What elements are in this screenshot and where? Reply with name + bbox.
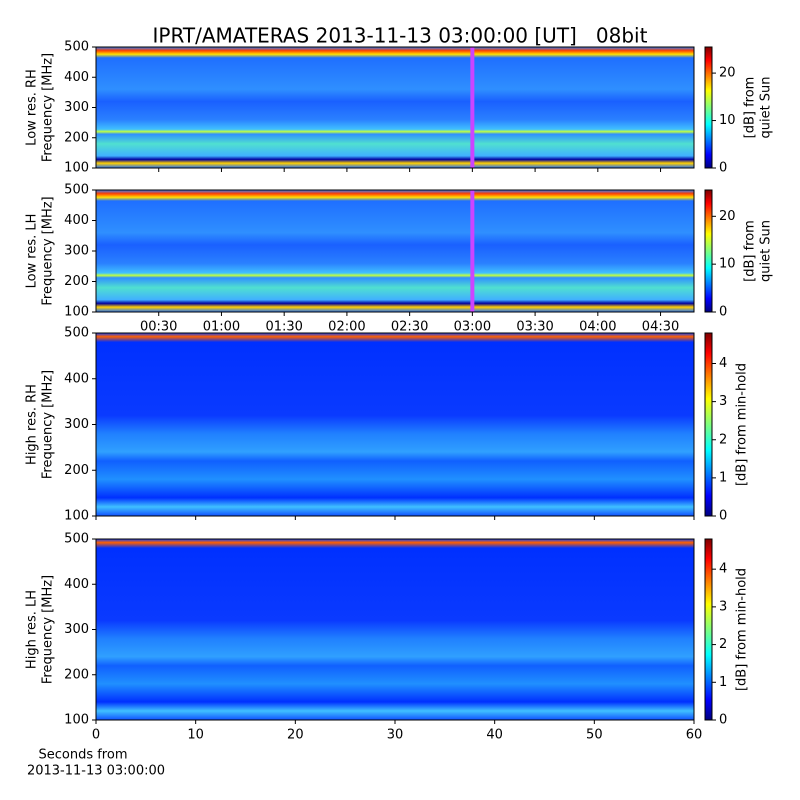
spectrogram-image xyxy=(96,333,694,516)
colorbar-tick-label: 10 xyxy=(719,257,736,272)
colorbar-tick-label: 10 xyxy=(719,113,736,128)
x-tick-label: 04:00 xyxy=(579,320,616,335)
colorbar-tick-label: 0 xyxy=(719,305,727,320)
y-tick-label: 100 xyxy=(64,713,89,728)
colorbar-tick-label: 20 xyxy=(719,209,736,224)
y-tick-label: 200 xyxy=(64,667,89,682)
y-axis-label: Frequency [MHz] xyxy=(41,575,56,684)
x-tick-label: 04:30 xyxy=(642,320,679,335)
x-tick-label: 60 xyxy=(686,728,703,743)
y-tick-label: 400 xyxy=(64,213,89,228)
x-tick-label: 20 xyxy=(287,728,304,743)
colorbar xyxy=(704,189,713,313)
y-tick-label: 400 xyxy=(64,70,89,85)
spectrogram-image xyxy=(96,47,694,168)
spectrogram-image xyxy=(96,539,694,720)
y-tick-label: 300 xyxy=(64,622,89,637)
colorbar-label: [dB] from min-hold xyxy=(735,363,750,486)
colorbar-tick-label: 1 xyxy=(719,675,727,690)
chart-title: IPRT/AMATERAS 2013-11-13 03:00:00 [UT] 0… xyxy=(153,24,648,48)
colorbar xyxy=(704,332,713,517)
x-axis-label: 2013-11-13 03:00:00 xyxy=(27,764,165,779)
x-tick-label: 30 xyxy=(387,728,404,743)
x-tick-label: 03:30 xyxy=(516,320,553,335)
y-tick-label: 200 xyxy=(64,130,89,145)
colorbar-tick-label: 0 xyxy=(719,713,727,728)
spectrogram-image xyxy=(96,190,694,312)
y-tick-label: 200 xyxy=(64,274,89,289)
x-tick-label: 50 xyxy=(586,728,603,743)
y-axis-label: Frequency [MHz] xyxy=(41,53,56,162)
colorbar-tick-label: 20 xyxy=(719,66,736,81)
y-tick-label: 500 xyxy=(64,40,89,55)
y-tick-label: 100 xyxy=(64,305,89,320)
colorbar-tick-label: 4 xyxy=(719,562,727,577)
y-axis-label: Frequency [MHz] xyxy=(41,370,56,479)
colorbar-tick-label: 2 xyxy=(719,637,727,652)
colorbar-label: [dB] from xyxy=(743,77,758,139)
x-tick-label: 0 xyxy=(92,728,100,743)
y-tick-label: 300 xyxy=(64,417,89,432)
y-axis-label: Low res. RH xyxy=(25,69,40,146)
x-tick-label: 02:30 xyxy=(391,320,428,335)
y-tick-label: 100 xyxy=(64,509,89,524)
y-axis-label: High res. LH xyxy=(25,590,40,669)
colorbar xyxy=(704,538,713,721)
y-tick-label: 400 xyxy=(64,371,89,386)
x-tick-label: 02:00 xyxy=(328,320,365,335)
colorbar-tick-label: 3 xyxy=(719,599,727,614)
y-tick-label: 500 xyxy=(64,532,89,547)
y-tick-label: 300 xyxy=(64,100,89,115)
colorbar-tick-label: 0 xyxy=(719,161,727,176)
y-tick-label: 400 xyxy=(64,577,89,592)
y-tick-label: 500 xyxy=(64,183,89,198)
colorbar xyxy=(704,46,713,169)
y-tick-label: 100 xyxy=(64,161,89,176)
y-axis-label: Frequency [MHz] xyxy=(41,196,56,305)
y-axis-label: High res. RH xyxy=(25,384,40,465)
y-axis-label: Low res. LH xyxy=(25,214,40,289)
colorbar-tick-label: 0 xyxy=(719,509,727,524)
x-tick-label: 10 xyxy=(187,728,204,743)
colorbar-tick-label: 1 xyxy=(719,470,727,485)
colorbar-tick-label: 2 xyxy=(719,432,727,447)
x-tick-label: 00:30 xyxy=(140,320,177,335)
colorbar-label: quiet Sun xyxy=(759,76,774,138)
colorbar-tick-label: 3 xyxy=(719,394,727,409)
y-tick-label: 300 xyxy=(64,244,89,259)
y-tick-label: 200 xyxy=(64,463,89,478)
x-tick-label: 03:00 xyxy=(454,320,491,335)
x-axis-label: Seconds from xyxy=(38,748,127,763)
y-tick-label: 500 xyxy=(64,326,89,341)
x-tick-label: 01:00 xyxy=(203,320,240,335)
x-tick-label: 01:30 xyxy=(265,320,302,335)
colorbar-label: [dB] from xyxy=(743,220,758,282)
x-tick-label: 40 xyxy=(486,728,503,743)
colorbar-label: quiet Sun xyxy=(759,220,774,282)
colorbar-tick-label: 4 xyxy=(719,356,727,371)
colorbar-label: [dB] from min-hold xyxy=(735,568,750,691)
